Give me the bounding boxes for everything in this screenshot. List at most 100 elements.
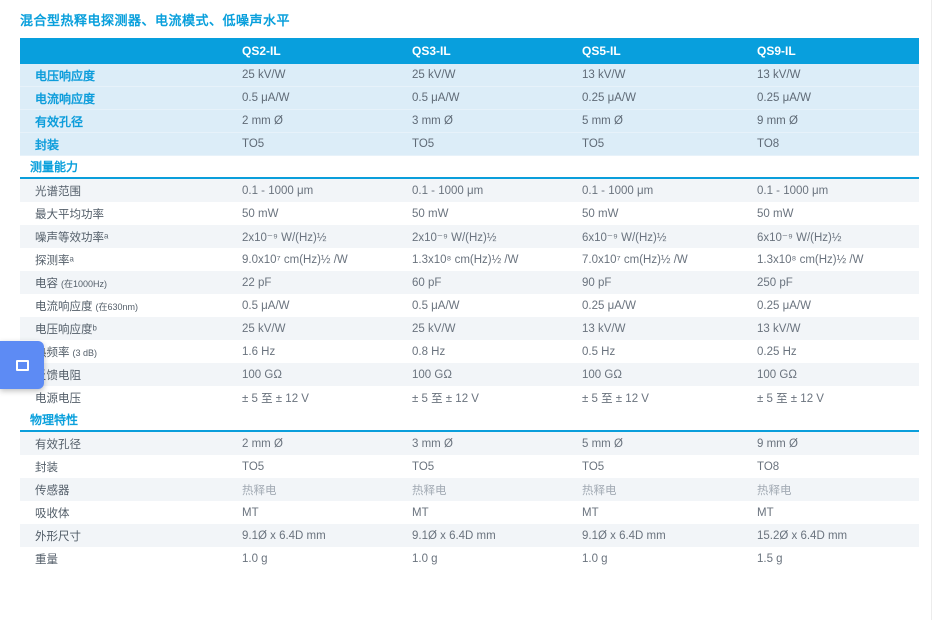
- cell-value: 0.8 Hz: [412, 345, 446, 358]
- cell-value: 9.1Ø x 6.4D mm: [412, 529, 496, 542]
- cell-value: 25 kV/W: [412, 322, 456, 335]
- table-row: 吸收体 MT MT MT MT: [20, 501, 919, 524]
- cell-value: MT: [582, 506, 599, 519]
- cell-value: MT: [242, 506, 259, 519]
- row-label: 反馈电阻: [20, 367, 242, 383]
- cell-value: 22 pF: [242, 276, 272, 289]
- table-row: 最大平均功率 50 mW 50 mW 50 mW 50 mW: [20, 202, 919, 225]
- row-label: 电流响应度: [20, 90, 242, 107]
- table-header-row: QS2-IL QS3-IL QS5-IL QS9-IL: [20, 38, 919, 64]
- cell-value: 1.5 g: [757, 552, 783, 565]
- table-body: 电压响应度 25 kV/W 25 kV/W 13 kV/W 13 kV/W 电流响应度 0.…: [20, 64, 919, 570]
- cell-value: 2 mm Ø: [242, 115, 283, 127]
- table-row: 电容 (在1000Hz) 22 pF 60 pF 90 pF 250 pF: [20, 271, 919, 294]
- cell-value: 0.5 μA/W: [412, 92, 460, 104]
- summary-row: 电压响应度 25 kV/W 25 kV/W 13 kV/W 13 kV/W: [20, 64, 919, 87]
- cell-value: 9.1Ø x 6.4D mm: [582, 529, 666, 542]
- cell-value: 250 pF: [757, 276, 793, 289]
- column-header-qs2-il: QS2-IL: [242, 44, 281, 58]
- table-row: 反馈电阻 100 GΩ 100 GΩ 100 GΩ 100 GΩ: [20, 363, 919, 386]
- cell-value: TO5: [242, 138, 265, 150]
- summary-row: 有效孔径 2 mm Ø 3 mm Ø 5 mm Ø 9 mm Ø: [20, 110, 919, 133]
- cell-value: 0.1 - 1000 μm: [757, 184, 829, 197]
- row-label: 光谱范围: [20, 183, 242, 199]
- cell-value: 50 mW: [412, 207, 449, 220]
- cell-value: 热释电: [242, 484, 277, 497]
- cell-value: 0.25 μA/W: [582, 92, 636, 104]
- cell-value: 13 kV/W: [757, 322, 801, 335]
- cell-value: 90 pF: [582, 276, 612, 289]
- table-row: 封装 TO5 TO5 TO5 TO8: [20, 455, 919, 478]
- cell-value: 7.0x10⁷ cm(Hz)½ /W: [582, 253, 688, 266]
- cell-value: 9 mm Ø: [757, 437, 798, 450]
- row-label: 热频率 (3 dB): [20, 344, 242, 360]
- row-label-text: 反馈电阻: [35, 369, 81, 382]
- cell-value: 0.25 μA/W: [582, 299, 636, 312]
- section-title: 物理特性: [30, 413, 79, 427]
- cell-value: TO8: [757, 138, 780, 150]
- cell-value: 25 kV/W: [412, 69, 456, 81]
- row-label-text: 电容: [35, 277, 58, 290]
- table-row: 探测率ᵃ 9.0x10⁷ cm(Hz)½ /W 1.3x10⁸ cm(Hz)½ /W…: [20, 248, 919, 271]
- cell-value: 13 kV/W: [582, 322, 626, 335]
- cell-value: 1.3x10⁸ cm(Hz)½ /W: [757, 253, 864, 266]
- row-label: 噪声等效功率ᵃ: [20, 229, 242, 245]
- cell-value: 热释电: [412, 484, 447, 497]
- row-label: 吸收体: [20, 505, 242, 521]
- cell-value: 50 mW: [582, 207, 619, 220]
- summary-row: 电流响应度 0.5 μA/W 0.5 μA/W 0.25 μA/W 0.25 μA/W: [20, 87, 919, 110]
- table-row: 光谱范围 0.1 - 1000 μm 0.1 - 1000 μm 0.1 - 1000…: [20, 179, 919, 202]
- screenshot-tool-tab[interactable]: [0, 341, 44, 389]
- table-row: 外形尺寸 9.1Ø x 6.4D mm 9.1Ø x 6.4D mm 9.1Ø x 6…: [20, 524, 919, 547]
- cell-value: 0.1 - 1000 μm: [242, 184, 314, 197]
- table-row: 电源电压 ± 5 至 ± 12 V ± 5 至 ± 12 V ± 5 至 ± 12 V…: [20, 386, 919, 409]
- row-label: 传感器: [20, 482, 242, 498]
- cell-value: 1.0 g: [582, 552, 608, 565]
- cell-value: 100 GΩ: [757, 368, 797, 381]
- cell-value: TO5: [582, 138, 605, 150]
- cell-value: 100 GΩ: [412, 368, 452, 381]
- row-label-text: 光谱范围: [35, 185, 81, 198]
- row-label-text: 有效孔径: [35, 114, 84, 129]
- row-label: 电压响应度ᵇ: [20, 321, 242, 337]
- cell-value: TO5: [242, 460, 265, 473]
- section-header-row: 物理特性: [20, 409, 919, 432]
- cell-value: 25 kV/W: [242, 322, 286, 335]
- cell-value: 60 pF: [412, 276, 442, 289]
- cell-value: 1.3x10⁸ cm(Hz)½ /W: [412, 253, 519, 266]
- row-label: 最大平均功率: [20, 206, 242, 222]
- table-row: 重量 1.0 g 1.0 g 1.0 g 1.5 g: [20, 547, 919, 570]
- row-label: 电源电压: [20, 390, 242, 406]
- row-label-text: 电流响应度: [35, 300, 93, 313]
- cell-value: ± 5 至 ± 12 V: [582, 392, 649, 405]
- cell-value: 50 mW: [757, 207, 794, 220]
- cell-value: 6x10⁻⁹ W/(Hz)½: [582, 231, 667, 244]
- row-label: 电压响应度: [20, 67, 242, 84]
- cell-value: 100 GΩ: [582, 368, 622, 381]
- cell-value: 100 GΩ: [242, 368, 282, 381]
- cell-value: 9 mm Ø: [757, 115, 798, 127]
- column-header-qs3-il: QS3-IL: [412, 44, 451, 58]
- row-label-note: (3 dB): [72, 347, 98, 358]
- cell-value: 2x10⁻⁹ W/(Hz)½: [412, 231, 497, 244]
- cell-value: 1.0 g: [412, 552, 438, 565]
- cell-value: 15.2Ø x 6.4D mm: [757, 529, 848, 542]
- column-header-qs5-il: QS5-IL: [582, 44, 621, 58]
- cell-value: 6x10⁻⁹ W/(Hz)½: [757, 231, 842, 244]
- row-label-text: 有效孔径: [35, 438, 81, 451]
- row-label-text: 电压响应度ᵇ: [35, 323, 97, 336]
- cell-value: 0.5 Hz: [582, 345, 616, 358]
- cell-value: 0.5 μA/W: [412, 299, 460, 312]
- cell-value: ± 5 至 ± 12 V: [242, 392, 309, 405]
- cell-value: 0.1 - 1000 μm: [412, 184, 484, 197]
- cell-value: ± 5 至 ± 12 V: [757, 392, 824, 405]
- row-label-text: 重量: [35, 553, 58, 566]
- table-row: 电流响应度 (在630nm) 0.5 μA/W 0.5 μA/W 0.25 μA/W 0.…: [20, 294, 919, 317]
- table-row: 电压响应度ᵇ 25 kV/W 25 kV/W 13 kV/W 13 kV/W: [20, 317, 919, 340]
- cell-value: 3 mm Ø: [412, 115, 453, 127]
- cell-value: 1.6 Hz: [242, 345, 276, 358]
- row-label: 重量: [20, 551, 242, 567]
- cell-value: 3 mm Ø: [412, 437, 453, 450]
- cell-value: 13 kV/W: [582, 69, 626, 81]
